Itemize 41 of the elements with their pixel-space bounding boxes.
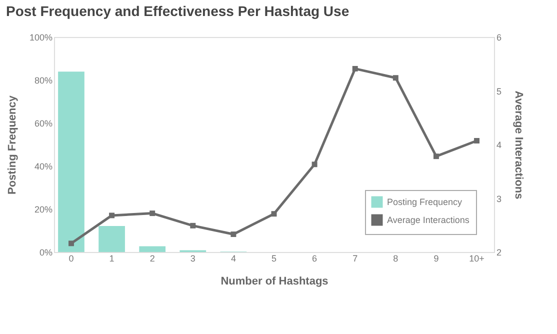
y2-tick-label: 6 — [496, 32, 502, 42]
y-tick-label: 60% — [34, 118, 52, 128]
x-tick-label: 4 — [230, 254, 236, 264]
x-tick-label: 2 — [150, 254, 155, 264]
x-tick-label: 1 — [109, 254, 114, 264]
point — [230, 232, 236, 237]
x-tick-label: 7 — [352, 254, 358, 264]
y2-tick-label: 3 — [496, 194, 502, 204]
point — [271, 211, 277, 217]
point — [474, 138, 480, 144]
bar — [98, 226, 125, 252]
y-tick-label: 20% — [34, 204, 52, 214]
x-tick-label: 5 — [271, 254, 277, 264]
x-tick-label: 9 — [434, 254, 439, 264]
x-tick-label: 0 — [68, 254, 74, 264]
point — [392, 75, 398, 81]
bar — [58, 72, 84, 252]
y-tick-label: 80% — [34, 76, 52, 86]
legend-label: Average Interactions — [387, 215, 470, 225]
y-tick-label: 0% — [39, 248, 52, 258]
x-axis-title: Number of Hashtags — [220, 276, 328, 288]
point — [190, 222, 196, 228]
y-tick-label: 40% — [34, 162, 52, 172]
point — [312, 162, 318, 168]
x-tick-label: 8 — [393, 254, 398, 264]
x-tick-label: 10+ — [469, 254, 484, 264]
y2-tick-label: 5 — [496, 86, 502, 96]
point — [68, 240, 74, 246]
y-tick-label: 100% — [29, 32, 52, 42]
y2-tick-label: 4 — [496, 140, 502, 150]
chart-title: Post Frequency and Effectiveness Per Hashtag Use — [6, 3, 350, 19]
point — [109, 212, 115, 218]
point — [352, 66, 358, 72]
y-axis-title: Posting Frequency — [6, 94, 18, 195]
x-tick-label: 6 — [312, 254, 318, 264]
x-tick-label: 3 — [190, 254, 196, 264]
legend-label: Posting Frequency — [387, 197, 463, 207]
bar — [139, 246, 166, 252]
y2-axis-title: Average Interactions — [512, 90, 525, 200]
point — [433, 154, 439, 160]
point — [150, 210, 156, 216]
